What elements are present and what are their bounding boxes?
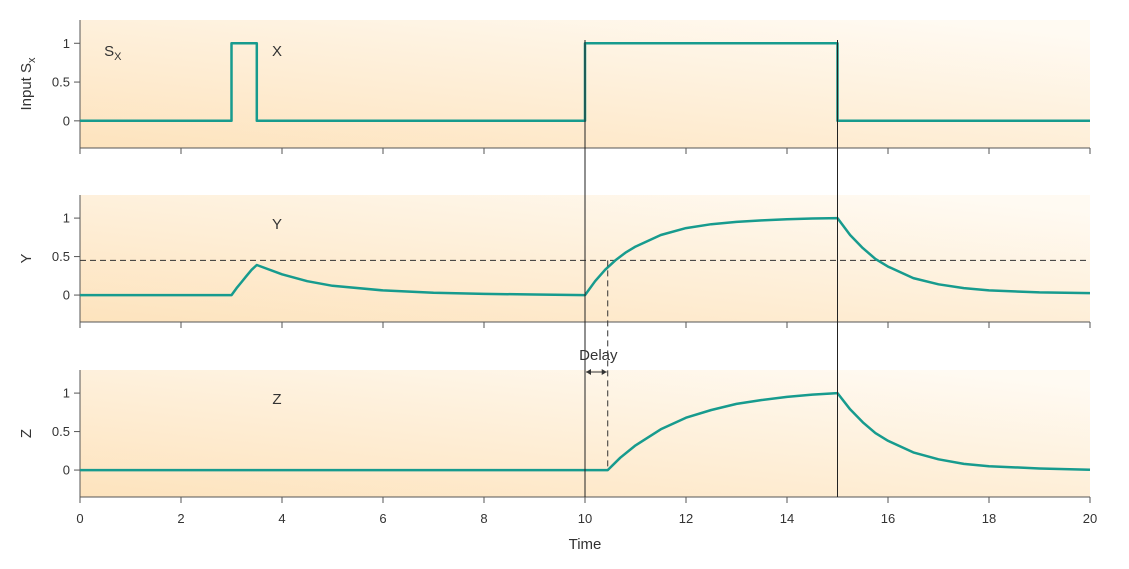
x-axis: 0 2 4 6 8 10 12 14 16 18 20 Time xyxy=(76,511,1097,553)
panel-label: Y xyxy=(272,216,282,233)
x-tick-label: 14 xyxy=(780,511,794,526)
delay-arrow-head-left xyxy=(586,369,591,375)
series-line-y xyxy=(80,216,1091,297)
x-tick-label: 10 xyxy=(578,511,592,526)
y-tick-label: 0 xyxy=(63,463,70,478)
x-tick-label: 4 xyxy=(278,511,285,526)
panel-z: 0 0.5 1 Z Z xyxy=(18,370,1091,503)
x-tick-label: 20 xyxy=(1083,511,1097,526)
x-tick-label: 8 xyxy=(480,511,487,526)
y-tick-label: 0 xyxy=(63,288,70,303)
x-tick-label: 18 xyxy=(982,511,996,526)
y-tick-label: 0.5 xyxy=(52,249,70,264)
x-tick-label: 0 xyxy=(76,511,83,526)
delay-arrow-head-right xyxy=(601,369,607,375)
y-tick-label: 0.5 xyxy=(52,75,70,90)
y-tick-label: 1 xyxy=(63,211,70,226)
x-tick-label: 12 xyxy=(679,511,693,526)
y-tick-label: 0 xyxy=(63,113,70,128)
y-axis-label-subscript: x xyxy=(26,57,38,63)
panel-y: 0 0.5 1 Y Y xyxy=(18,195,1091,328)
x-tick-label: 2 xyxy=(177,511,184,526)
y-axis-label: Y xyxy=(18,253,35,263)
y-tick-label: 0.5 xyxy=(52,424,70,439)
y-tick-label: 1 xyxy=(63,36,70,51)
delay-label: Delay xyxy=(579,347,618,364)
x-tick-label: 16 xyxy=(881,511,895,526)
panel-label: Z xyxy=(272,391,281,408)
panel-label-subscript: X xyxy=(114,51,122,63)
y-axis-label: Input Sx xyxy=(18,57,38,111)
overlay-layer: Delay xyxy=(579,40,838,497)
y-axis-label: Z xyxy=(18,429,35,438)
x-tick-label: 6 xyxy=(379,511,386,526)
x-axis-title: Time xyxy=(569,536,602,553)
y-tick-label: 1 xyxy=(63,386,70,401)
panel-label: X xyxy=(272,43,282,60)
series-line-z xyxy=(80,391,1091,472)
